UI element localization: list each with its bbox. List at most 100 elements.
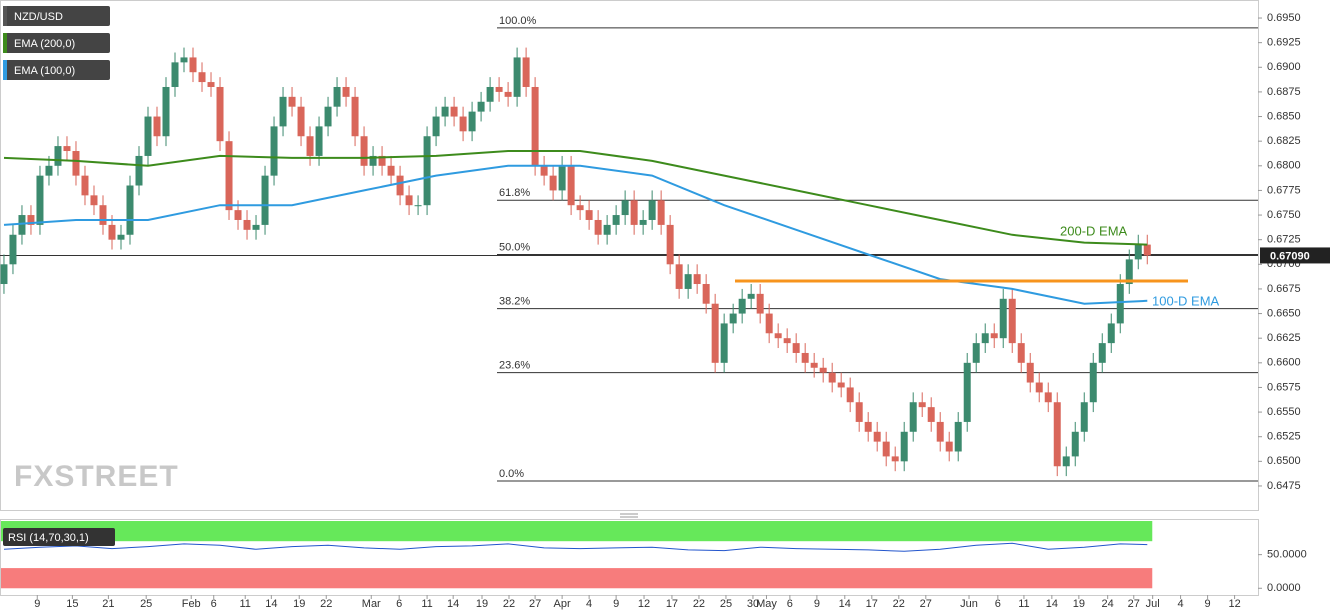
x-tick-label: 9 bbox=[814, 598, 820, 610]
candle-body bbox=[630, 200, 638, 225]
legend-swatch bbox=[3, 33, 7, 53]
candle-body bbox=[621, 200, 629, 216]
legend: NZD/USD EMA (200,0) EMA (100,0) bbox=[3, 6, 110, 80]
candle-body bbox=[216, 86, 224, 142]
candle-body bbox=[1071, 431, 1079, 457]
x-tick-label: 6 bbox=[787, 598, 793, 610]
candle-body bbox=[576, 205, 584, 211]
candle-body bbox=[405, 195, 413, 206]
candle-body bbox=[900, 431, 908, 462]
x-tick-label: 27 bbox=[529, 598, 541, 610]
candle-body bbox=[648, 200, 656, 220]
candle-body bbox=[225, 141, 233, 211]
candle-body bbox=[81, 175, 89, 196]
x-tick-label: 22 bbox=[503, 598, 515, 610]
candle-body bbox=[360, 136, 368, 166]
candle-body bbox=[657, 200, 665, 225]
candle-body bbox=[90, 195, 98, 206]
x-tick-label: 9 bbox=[613, 598, 619, 610]
annotation: 100-D EMA bbox=[1152, 293, 1220, 308]
candle-body bbox=[639, 219, 647, 225]
candle-body bbox=[801, 352, 809, 363]
legend-swatch bbox=[3, 60, 7, 80]
candle-body bbox=[9, 234, 17, 265]
candle-body bbox=[441, 106, 449, 117]
candle-body bbox=[423, 136, 431, 206]
x-tick-label: 21 bbox=[102, 598, 114, 610]
candle-body bbox=[549, 175, 557, 191]
x-tick-label: 19 bbox=[1073, 598, 1085, 610]
candle-body bbox=[972, 343, 980, 363]
x-tick-label: Jul bbox=[1146, 598, 1160, 610]
x-tick-label: May bbox=[756, 598, 777, 610]
candle-body bbox=[1125, 259, 1133, 285]
x-tick-label: 4 bbox=[586, 598, 592, 610]
x-tick-label: 19 bbox=[476, 598, 488, 610]
y-tick-label: 0.6650 bbox=[1267, 307, 1301, 319]
candle-body bbox=[279, 96, 287, 127]
candle-body bbox=[999, 298, 1007, 339]
candle-body bbox=[153, 116, 161, 137]
candle-body bbox=[936, 421, 944, 442]
candle-body bbox=[837, 382, 845, 388]
candle-body bbox=[207, 82, 215, 87]
candle-body bbox=[180, 57, 188, 63]
candle-body bbox=[378, 155, 386, 166]
candle-body bbox=[252, 224, 260, 230]
candle-body bbox=[810, 362, 818, 368]
y-tick-label: 0.6550 bbox=[1267, 406, 1301, 418]
candle-body bbox=[1116, 284, 1124, 324]
candle-body bbox=[873, 431, 881, 442]
candle-body bbox=[1017, 343, 1025, 363]
y-tick-label: 0.6575 bbox=[1267, 381, 1301, 393]
x-tick-label: 25 bbox=[140, 598, 152, 610]
x-tick-label: 9 bbox=[34, 598, 40, 610]
last-price-box bbox=[1260, 247, 1330, 264]
x-tick-label: Mar bbox=[362, 598, 381, 610]
fib-label: 0.0% bbox=[499, 468, 524, 480]
rsi-tick-label: 50.0000 bbox=[1267, 549, 1307, 561]
candle-body bbox=[738, 298, 746, 314]
candle-body bbox=[54, 146, 62, 166]
candle-body bbox=[522, 57, 530, 87]
candle-body bbox=[756, 293, 764, 314]
candle-body bbox=[603, 224, 611, 235]
candle-body bbox=[171, 62, 179, 87]
x-tick-label: 12 bbox=[1228, 598, 1240, 610]
candle-body bbox=[945, 441, 953, 452]
candle-body bbox=[846, 387, 854, 403]
candle-body bbox=[594, 219, 602, 235]
y-tick-label: 0.6475 bbox=[1267, 480, 1301, 492]
candle-body bbox=[477, 101, 485, 112]
candle-body bbox=[981, 333, 989, 344]
candle-body bbox=[1044, 392, 1052, 403]
candle-body bbox=[747, 293, 755, 299]
candle-body bbox=[144, 116, 152, 156]
y-tick-label: 0.6500 bbox=[1267, 455, 1301, 467]
candle-body bbox=[585, 210, 593, 220]
y-tick-label: 0.6600 bbox=[1267, 357, 1301, 369]
x-tick-label: 14 bbox=[839, 598, 851, 610]
x-tick-label: 6 bbox=[396, 598, 402, 610]
candle-body bbox=[567, 165, 575, 206]
candle-body bbox=[450, 106, 458, 117]
candle-body bbox=[765, 313, 773, 334]
candle-body bbox=[117, 234, 125, 240]
candle-body bbox=[918, 402, 926, 408]
y-tick-label: 0.6750 bbox=[1267, 209, 1301, 221]
candle-body bbox=[540, 165, 548, 176]
candle-body bbox=[1026, 362, 1034, 383]
candle-body bbox=[1062, 456, 1070, 467]
rsi-label-box bbox=[3, 528, 115, 546]
rsi-overbought bbox=[1, 521, 1153, 542]
candle-body bbox=[297, 106, 305, 137]
candle-body bbox=[45, 165, 53, 176]
x-tick-label: 14 bbox=[447, 598, 459, 610]
candle-body bbox=[774, 333, 782, 339]
legend-box bbox=[3, 60, 110, 80]
candle-body bbox=[99, 205, 107, 225]
candle-body bbox=[432, 116, 440, 137]
candle-body bbox=[1107, 323, 1115, 344]
candle-body bbox=[783, 338, 791, 344]
